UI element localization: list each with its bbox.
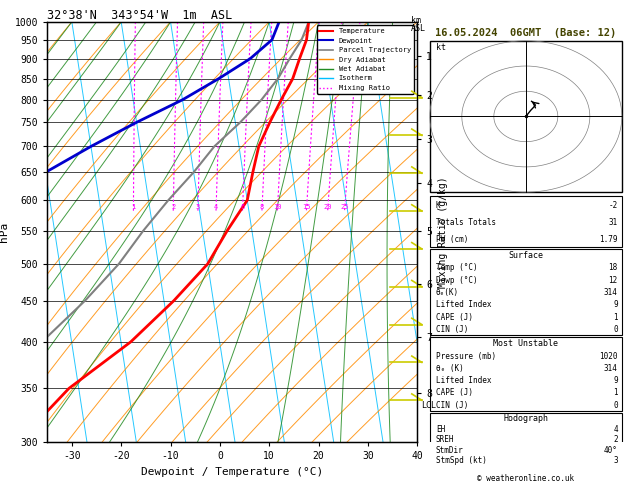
Text: 1: 1 [613, 312, 618, 322]
Text: 25: 25 [340, 204, 348, 210]
Bar [430, 337, 622, 411]
Text: 6: 6 [240, 204, 245, 210]
Text: 10: 10 [273, 204, 282, 210]
Text: 40°: 40° [604, 446, 618, 454]
Text: CAPE (J): CAPE (J) [436, 312, 473, 322]
Text: 314: 314 [604, 288, 618, 297]
Text: kt: kt [436, 43, 446, 52]
Bar [430, 249, 622, 335]
Bar [430, 196, 622, 247]
Text: 2: 2 [613, 435, 618, 444]
Text: EH: EH [436, 425, 445, 434]
Text: Temp (°C): Temp (°C) [436, 263, 477, 273]
Text: 9: 9 [613, 300, 618, 310]
Text: Lifted Index: Lifted Index [436, 300, 491, 310]
Text: 18: 18 [609, 263, 618, 273]
Text: 4: 4 [214, 204, 218, 210]
Text: 1020: 1020 [599, 352, 618, 361]
Text: Surface: Surface [508, 251, 543, 260]
Y-axis label: hPa: hPa [0, 222, 9, 242]
Text: CAPE (J): CAPE (J) [436, 388, 473, 398]
Bar [430, 41, 622, 192]
Text: 32°38'N  343°54'W  1m  ASL: 32°38'N 343°54'W 1m ASL [47, 9, 233, 22]
Text: 1: 1 [613, 388, 618, 398]
Text: StmDir: StmDir [436, 446, 464, 454]
Text: ASL: ASL [411, 24, 426, 34]
Text: 16.05.2024  06GMT  (Base: 12): 16.05.2024 06GMT (Base: 12) [435, 28, 616, 38]
Text: 31: 31 [609, 218, 618, 227]
Text: 3: 3 [196, 204, 200, 210]
Text: 20: 20 [323, 204, 332, 210]
Text: SREH: SREH [436, 435, 454, 444]
Text: Totals Totals: Totals Totals [436, 218, 496, 227]
Text: km: km [411, 16, 421, 25]
Text: 3: 3 [613, 456, 618, 465]
Text: Dewp (°C): Dewp (°C) [436, 276, 477, 285]
Text: 8: 8 [260, 204, 264, 210]
Text: Hodograph: Hodograph [503, 414, 548, 423]
Text: LCL: LCL [421, 401, 436, 410]
Text: 1: 1 [131, 204, 135, 210]
Text: © weatheronline.co.uk: © weatheronline.co.uk [477, 474, 574, 483]
Y-axis label: Mixing Ratio (g/kg): Mixing Ratio (g/kg) [438, 176, 448, 288]
Bar [430, 413, 622, 466]
Text: θₑ (K): θₑ (K) [436, 364, 464, 373]
Text: Most Unstable: Most Unstable [493, 339, 559, 348]
Text: Pressure (mb): Pressure (mb) [436, 352, 496, 361]
Text: CIN (J): CIN (J) [436, 401, 468, 410]
Text: K: K [436, 201, 440, 210]
Text: 0: 0 [613, 401, 618, 410]
Text: Lifted Index: Lifted Index [436, 376, 491, 385]
Text: 12: 12 [609, 276, 618, 285]
Text: θₑ(K): θₑ(K) [436, 288, 459, 297]
Text: 0: 0 [613, 325, 618, 334]
Text: 314: 314 [604, 364, 618, 373]
Text: 1.79: 1.79 [599, 235, 618, 243]
Text: CIN (J): CIN (J) [436, 325, 468, 334]
Text: 9: 9 [613, 376, 618, 385]
Text: 15: 15 [302, 204, 311, 210]
Text: -2: -2 [609, 201, 618, 210]
Text: 4: 4 [613, 425, 618, 434]
Text: PW (cm): PW (cm) [436, 235, 468, 243]
Text: StmSpd (kt): StmSpd (kt) [436, 456, 487, 465]
X-axis label: Dewpoint / Temperature (°C): Dewpoint / Temperature (°C) [141, 467, 323, 477]
Text: 2: 2 [171, 204, 175, 210]
Legend: Temperature, Dewpoint, Parcel Trajectory, Dry Adiabat, Wet Adiabat, Isotherm, Mi: Temperature, Dewpoint, Parcel Trajectory… [316, 25, 414, 94]
